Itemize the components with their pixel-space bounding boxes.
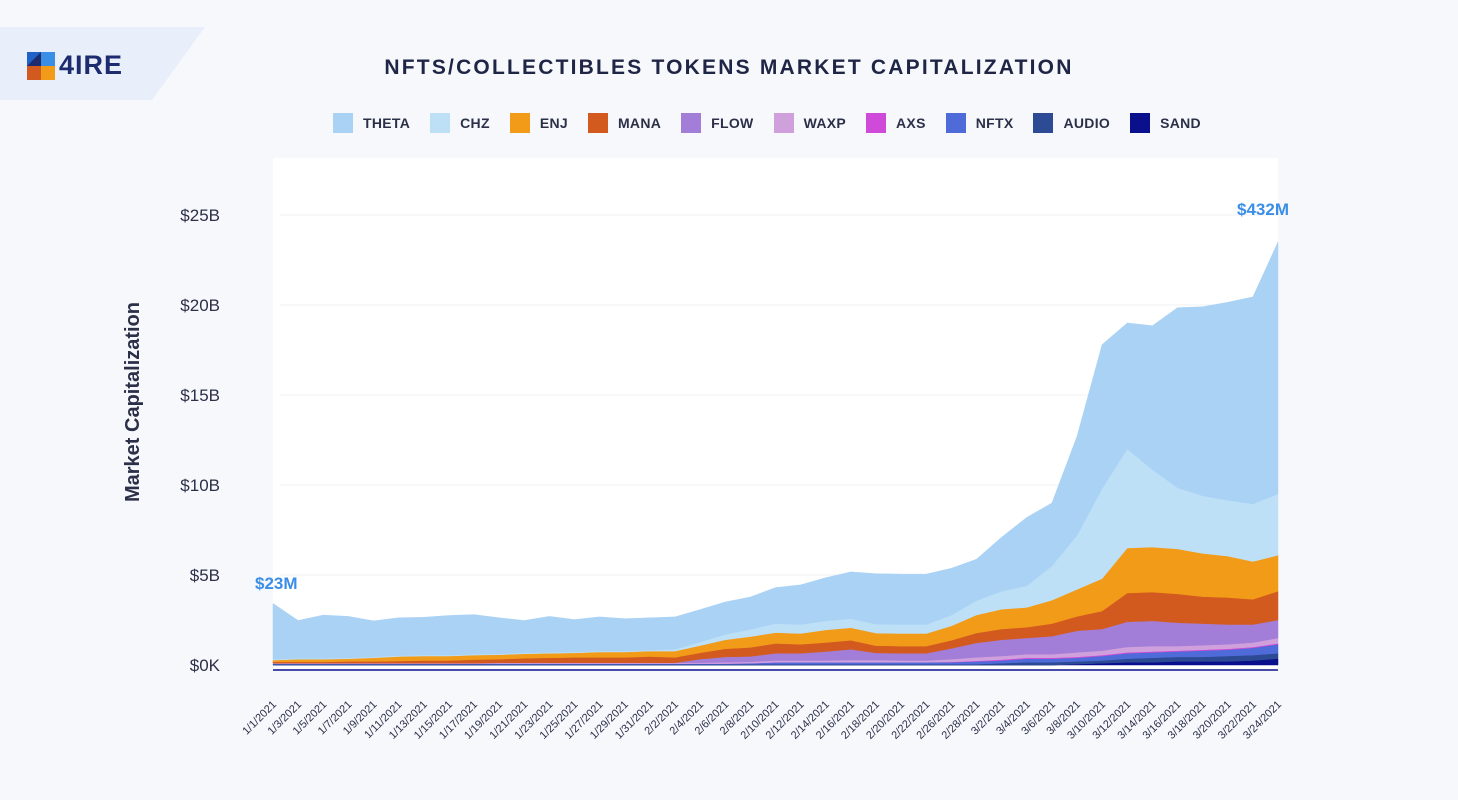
- y-tick-label: $5B: [190, 566, 220, 585]
- legend-item-flow: FLOW: [681, 113, 753, 133]
- legend-item-mana: MANA: [587, 113, 662, 133]
- legend-swatch: [1033, 113, 1054, 133]
- annotation-start-value: $23M: [255, 574, 298, 593]
- legend-label: WAXP: [803, 115, 847, 131]
- legend-swatch: [509, 113, 530, 133]
- y-tick-label: $20B: [180, 296, 220, 315]
- legend-label: THETA: [363, 115, 411, 131]
- legend-label: AUDIO: [1063, 115, 1111, 131]
- y-tick-label: $10B: [180, 476, 220, 495]
- brand-logo[interactable]: 4IRE: [27, 50, 123, 81]
- legend-item-axs: AXS: [866, 113, 926, 133]
- y-tick-label: $15B: [180, 386, 220, 405]
- chart-title: NFTS/COLLECTIBLES TOKENS MARKET CAPITALI…: [384, 56, 1074, 79]
- logo-mark-icon: [27, 51, 55, 80]
- chart-legend: THETA CHZ ENJ MANA FLOW WAXP AXS NFTX AUDIO SAND: [333, 113, 1221, 133]
- legend-swatch: [773, 113, 794, 133]
- area-series-theta: [272, 241, 1279, 660]
- y-tick-label: $25B: [180, 206, 220, 225]
- legend-label: SAND: [1160, 115, 1201, 131]
- legend-swatch: [1130, 113, 1151, 133]
- legend-label: CHZ: [460, 115, 490, 131]
- legend-item-theta: THETA: [333, 113, 410, 133]
- annotation-end-value: $432M: [1237, 200, 1289, 219]
- legend-label: AXS: [896, 115, 926, 131]
- legend-label: MANA: [617, 115, 662, 131]
- legend-swatch: [866, 113, 887, 133]
- legend-label: ENJ: [539, 115, 568, 131]
- legend-item-waxp: WAXP: [773, 113, 847, 133]
- brand-name: 4IRE: [59, 50, 124, 80]
- legend-item-audio: AUDIO: [1033, 113, 1110, 133]
- legend-item-chz: CHZ: [430, 113, 490, 133]
- y-axis-label: Market Capitalization: [122, 302, 144, 502]
- legend-swatch: [587, 113, 608, 133]
- legend-item-enj: ENJ: [509, 113, 568, 133]
- legend-label: NFTX: [975, 115, 1014, 131]
- y-tick-label: $0K: [190, 656, 221, 675]
- legend-item-nftx: NFTX: [945, 113, 1014, 133]
- logo-band: [0, 27, 205, 100]
- legend-swatch: [430, 113, 451, 133]
- legend-swatch: [945, 113, 966, 133]
- legend-item-sand: SAND: [1130, 113, 1201, 133]
- legend-swatch: [333, 113, 353, 133]
- legend-swatch: [681, 113, 702, 133]
- legend-label: FLOW: [711, 115, 754, 131]
